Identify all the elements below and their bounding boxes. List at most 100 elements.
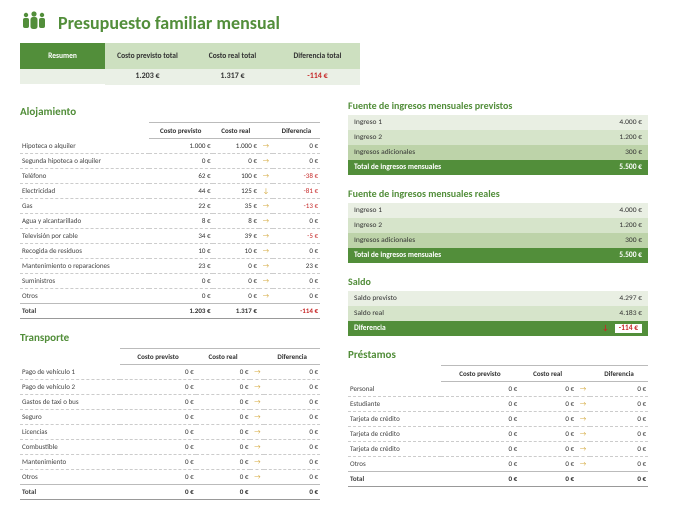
income-label: Saldo real [354,309,384,318]
cell-diferencia: 0 € [590,381,648,396]
total-label: Total [20,303,149,318]
column-header [576,365,590,381]
income-row: Saldo previsto4.297 € [348,291,648,306]
cell-diferencia: 23 € [273,258,320,273]
table-row: Tarjeta de crédito0 €0 €→0 € [348,426,648,441]
page-title: Presupuesto familiar mensual [58,12,280,34]
income-label: Saldo previsto [354,294,397,303]
total-row: Total0 €0 €0 € [20,484,320,499]
transporte-table: Costo previstoCosto realDiferenciaPago d… [20,348,320,500]
trend-icon: → [250,409,264,424]
row-label: Otros [20,469,120,484]
trend-icon: → [576,381,590,396]
table-row: Tarjeta de crédito0 €0 €→0 € [348,441,648,456]
saldo-diff-label: Diferencia [354,324,386,333]
row-label: Tarjeta de crédito [348,441,441,456]
cell-real: 8 € [213,213,259,228]
table-row: Electricidad44 €125 €↓-81 € [20,183,320,198]
total-previsto: 0 € [120,484,195,499]
table-row: Gas22 €35 €→-13 € [20,198,320,213]
trend-icon: → [250,424,264,439]
transporte-title: Transporte [20,331,320,344]
cell-previsto: 1.000 € [149,138,213,153]
cell-diferencia: 0 € [264,379,320,394]
trend-icon: → [259,273,273,288]
cell-diferencia: 0 € [590,411,648,426]
income-label: Ingreso 1 [354,206,382,215]
cell-previsto: 0 € [120,394,195,409]
row-label: Gastos de taxi o bus [20,394,120,409]
family-icon [20,10,48,35]
trend-down-icon: ↓ [602,324,609,333]
row-label: Tarjeta de crédito [348,411,441,426]
cell-previsto: 0 € [120,409,195,424]
cell-previsto: 0 € [441,411,519,426]
table-row: Recogida de residuos10 €10 €→0 € [20,243,320,258]
cell-real: 0 € [196,469,251,484]
table-row: Teléfono62 €100 €→-38 € [20,168,320,183]
row-label: Electricidad [20,183,149,198]
table-row: Pago de vehículo 20 €0 €→0 € [20,379,320,394]
row-label: Combustible [20,439,120,454]
cell-real: 1.000 € [213,138,259,153]
cell-real: 0 € [196,364,251,379]
cell-previsto: 34 € [149,228,213,243]
trend-icon: → [259,228,273,243]
column-header: Diferencia [264,348,320,364]
trend-icon: → [259,213,273,228]
cell-previsto: 0 € [441,396,519,411]
ingresos-previstos: Fuente de ingresos mensuales previstos I… [348,99,648,175]
cell-real: 0 € [213,258,259,273]
cell-real: 0 € [196,409,251,424]
table-row: Segunda hipoteca o alquiler0 €0 €→0 € [20,153,320,168]
trend-icon: → [259,153,273,168]
income-value: 4.000 € [619,118,642,127]
cell-previsto: 0 € [120,469,195,484]
total-previsto: 0 € [441,471,519,486]
income-value: 4.183 € [619,309,642,318]
cell-diferencia: 0 € [590,426,648,441]
cell-previsto: 0 € [120,454,195,469]
cell-previsto: 0 € [120,439,195,454]
cell-real: 0 € [196,439,251,454]
row-label: Pago de vehículo 1 [20,364,120,379]
cell-real: 0 € [519,426,576,441]
income-total-value: 5.500 € [619,163,642,172]
trend-icon: ↓ [259,183,273,198]
summary-header: Costo previsto total [105,43,190,69]
cell-previsto: 23 € [149,258,213,273]
income-row: Ingreso 21.200 € [348,218,648,233]
table-row: Televisión por cable34 €39 €→-5 € [20,228,320,243]
row-label: Personal [348,381,441,396]
trend-icon: → [576,426,590,441]
row-label: Televisión por cable [20,228,149,243]
trend-icon: → [250,439,264,454]
column-header: Costo real [519,365,576,381]
row-label: Recogida de residuos [20,243,149,258]
cell-previsto: 0 € [441,381,519,396]
trend-icon: → [259,258,273,273]
row-label: Gas [20,198,149,213]
trend-icon: → [250,394,264,409]
column-header: Diferencia [273,122,320,138]
table-row: Estudiante0 €0 €→0 € [348,396,648,411]
income-row: Ingreso 14.000 € [348,203,648,218]
income-total-label: Total de ingresos mensuales [354,163,441,172]
table-row: Seguro0 €0 €→0 € [20,409,320,424]
alojamiento-title: Alojamiento [20,105,320,118]
column-header [20,348,120,364]
ingresos-previstos-title: Fuente de ingresos mensuales previstos [348,99,648,112]
cell-previsto: 0 € [120,364,195,379]
trend-icon: → [259,243,273,258]
cell-diferencia: 0 € [264,394,320,409]
cell-previsto: 62 € [149,168,213,183]
cell-previsto: 0 € [441,441,519,456]
table-row: Otros0 €0 €→0 € [20,288,320,303]
cell-real: 39 € [213,228,259,243]
cell-diferencia: 0 € [264,424,320,439]
cell-real: 0 € [196,394,251,409]
table-row: Tarjeta de crédito0 €0 €→0 € [348,411,648,426]
column-header: Diferencia [590,365,648,381]
cell-previsto: 8 € [149,213,213,228]
income-total-label: Total de ingresos mensuales [354,251,441,260]
